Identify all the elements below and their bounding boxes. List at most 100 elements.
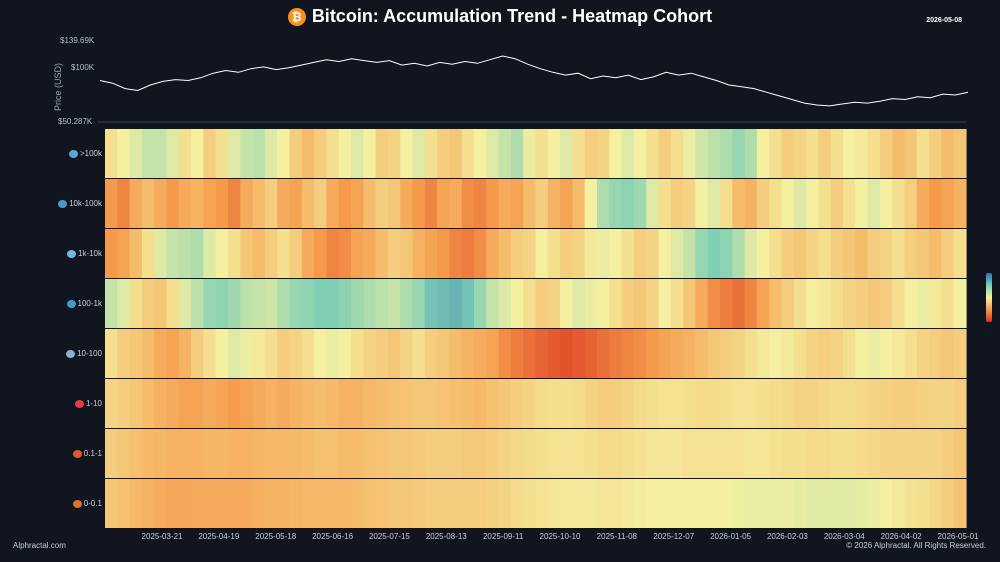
heatmap-cell — [486, 229, 500, 278]
heatmap-cell — [129, 279, 143, 328]
heatmap-cell — [695, 179, 709, 228]
heatmap-cell — [584, 229, 598, 278]
heatmap-cell — [744, 329, 758, 378]
heatmap-cell — [929, 129, 942, 178]
heatmap-cell — [756, 329, 770, 378]
heatmap-cell — [166, 379, 180, 428]
heatmap-cell — [387, 179, 401, 228]
heatmap-cell — [916, 229, 930, 278]
heatmap-cell — [215, 179, 229, 228]
heatmap-cell — [621, 379, 635, 428]
heatmap-cell — [277, 179, 291, 228]
heatmap-cell — [412, 229, 426, 278]
heatmap-row-6 — [105, 429, 967, 478]
cohort-label: 100-1k — [32, 299, 102, 308]
heatmap-cell — [695, 379, 709, 428]
heatmap-cell — [670, 379, 684, 428]
heatmap-cell — [929, 329, 942, 378]
heatmap-cell — [695, 329, 709, 378]
heatmap-cell — [867, 479, 881, 528]
x-tick-label: 2025-04-19 — [198, 532, 240, 541]
price-line — [99, 55, 969, 107]
heatmap-cell — [523, 179, 537, 228]
heatmap-cell — [474, 329, 487, 378]
heatmap-cell — [264, 329, 278, 378]
heatmap-cell — [474, 129, 487, 178]
heatmap-cell — [535, 129, 549, 178]
heatmap-cell — [117, 179, 131, 228]
heatmap-cell — [843, 129, 856, 178]
heatmap-cell — [498, 329, 512, 378]
heatmap-cell — [228, 329, 241, 378]
heatmap-cell — [670, 129, 684, 178]
chart-title: Bitcoin: Accumulation Trend - Heatmap Co… — [311, 6, 713, 26]
heatmap-cell — [178, 229, 192, 278]
heatmap-cell — [547, 179, 561, 228]
heatmap-cell — [670, 429, 684, 478]
heatmap-cell — [720, 429, 733, 478]
heatmap-cell — [338, 229, 352, 278]
heatmap-cell — [314, 379, 327, 428]
heatmap-cell — [879, 479, 893, 528]
cohort-label-text: 0.1-1 — [83, 449, 102, 458]
heatmap-cell — [240, 179, 254, 228]
heatmap-cell — [843, 329, 856, 378]
heatmap-cell — [203, 229, 217, 278]
heatmap-cell — [387, 279, 401, 328]
heatmap-cell — [203, 429, 217, 478]
heatmap-cell — [879, 429, 893, 478]
heatmap-cell — [301, 429, 315, 478]
heatmap-cell — [695, 429, 709, 478]
heatmap-cell — [154, 179, 168, 228]
heatmap-cell — [437, 429, 450, 478]
heatmap-cell — [953, 279, 967, 328]
heatmap-cell — [843, 229, 856, 278]
heatmap-cell — [191, 379, 204, 428]
heatmap-cell — [252, 229, 266, 278]
heatmap-cell — [904, 479, 918, 528]
heatmap-cell — [105, 479, 118, 528]
heatmap-cell — [498, 479, 512, 528]
heatmap-cell — [781, 429, 795, 478]
heatmap-cell — [338, 479, 352, 528]
heatmap-cell — [793, 129, 807, 178]
heatmap-cell — [916, 129, 930, 178]
heatmap-cell — [560, 129, 573, 178]
heatmap-cell — [806, 279, 819, 328]
heatmap-cell — [498, 179, 512, 228]
heatmap-cell — [756, 429, 770, 478]
heatmap-cell — [572, 179, 586, 228]
heatmap-cell — [400, 329, 414, 378]
heatmap-cell — [929, 479, 942, 528]
heatmap-cell — [916, 479, 930, 528]
heatmap-cell — [461, 329, 475, 378]
heatmap-cell — [424, 429, 438, 478]
heatmap-cell — [154, 229, 168, 278]
heatmap-cell — [732, 329, 746, 378]
heatmap-cell — [166, 479, 180, 528]
heatmap-cell — [560, 429, 573, 478]
heatmap-cell — [818, 429, 832, 478]
heatmap-cell — [732, 179, 746, 228]
heatmap-cell — [510, 179, 524, 228]
heatmap-cell — [105, 179, 118, 228]
heatmap-cell — [412, 429, 426, 478]
heatmap-cell — [314, 129, 327, 178]
heatmap-cell — [228, 379, 241, 428]
heatmap-cell — [437, 329, 450, 378]
heatmap-cell — [744, 429, 758, 478]
heatmap-cell — [264, 129, 278, 178]
heatmap-cell — [769, 179, 783, 228]
heatmap-cell — [375, 179, 389, 228]
heatmap-cell — [141, 479, 155, 528]
heatmap-cell — [314, 279, 327, 328]
heatmap-cell — [277, 229, 291, 278]
heatmap-cell — [535, 479, 549, 528]
heatmap-cell — [572, 379, 586, 428]
heatmap-cell — [744, 129, 758, 178]
heatmap-cell — [916, 279, 930, 328]
heatmap-cell — [203, 179, 217, 228]
date-stamp: 2026-05-08 — [926, 17, 962, 24]
heatmap-cell — [375, 429, 389, 478]
heatmap-cell — [953, 429, 967, 478]
